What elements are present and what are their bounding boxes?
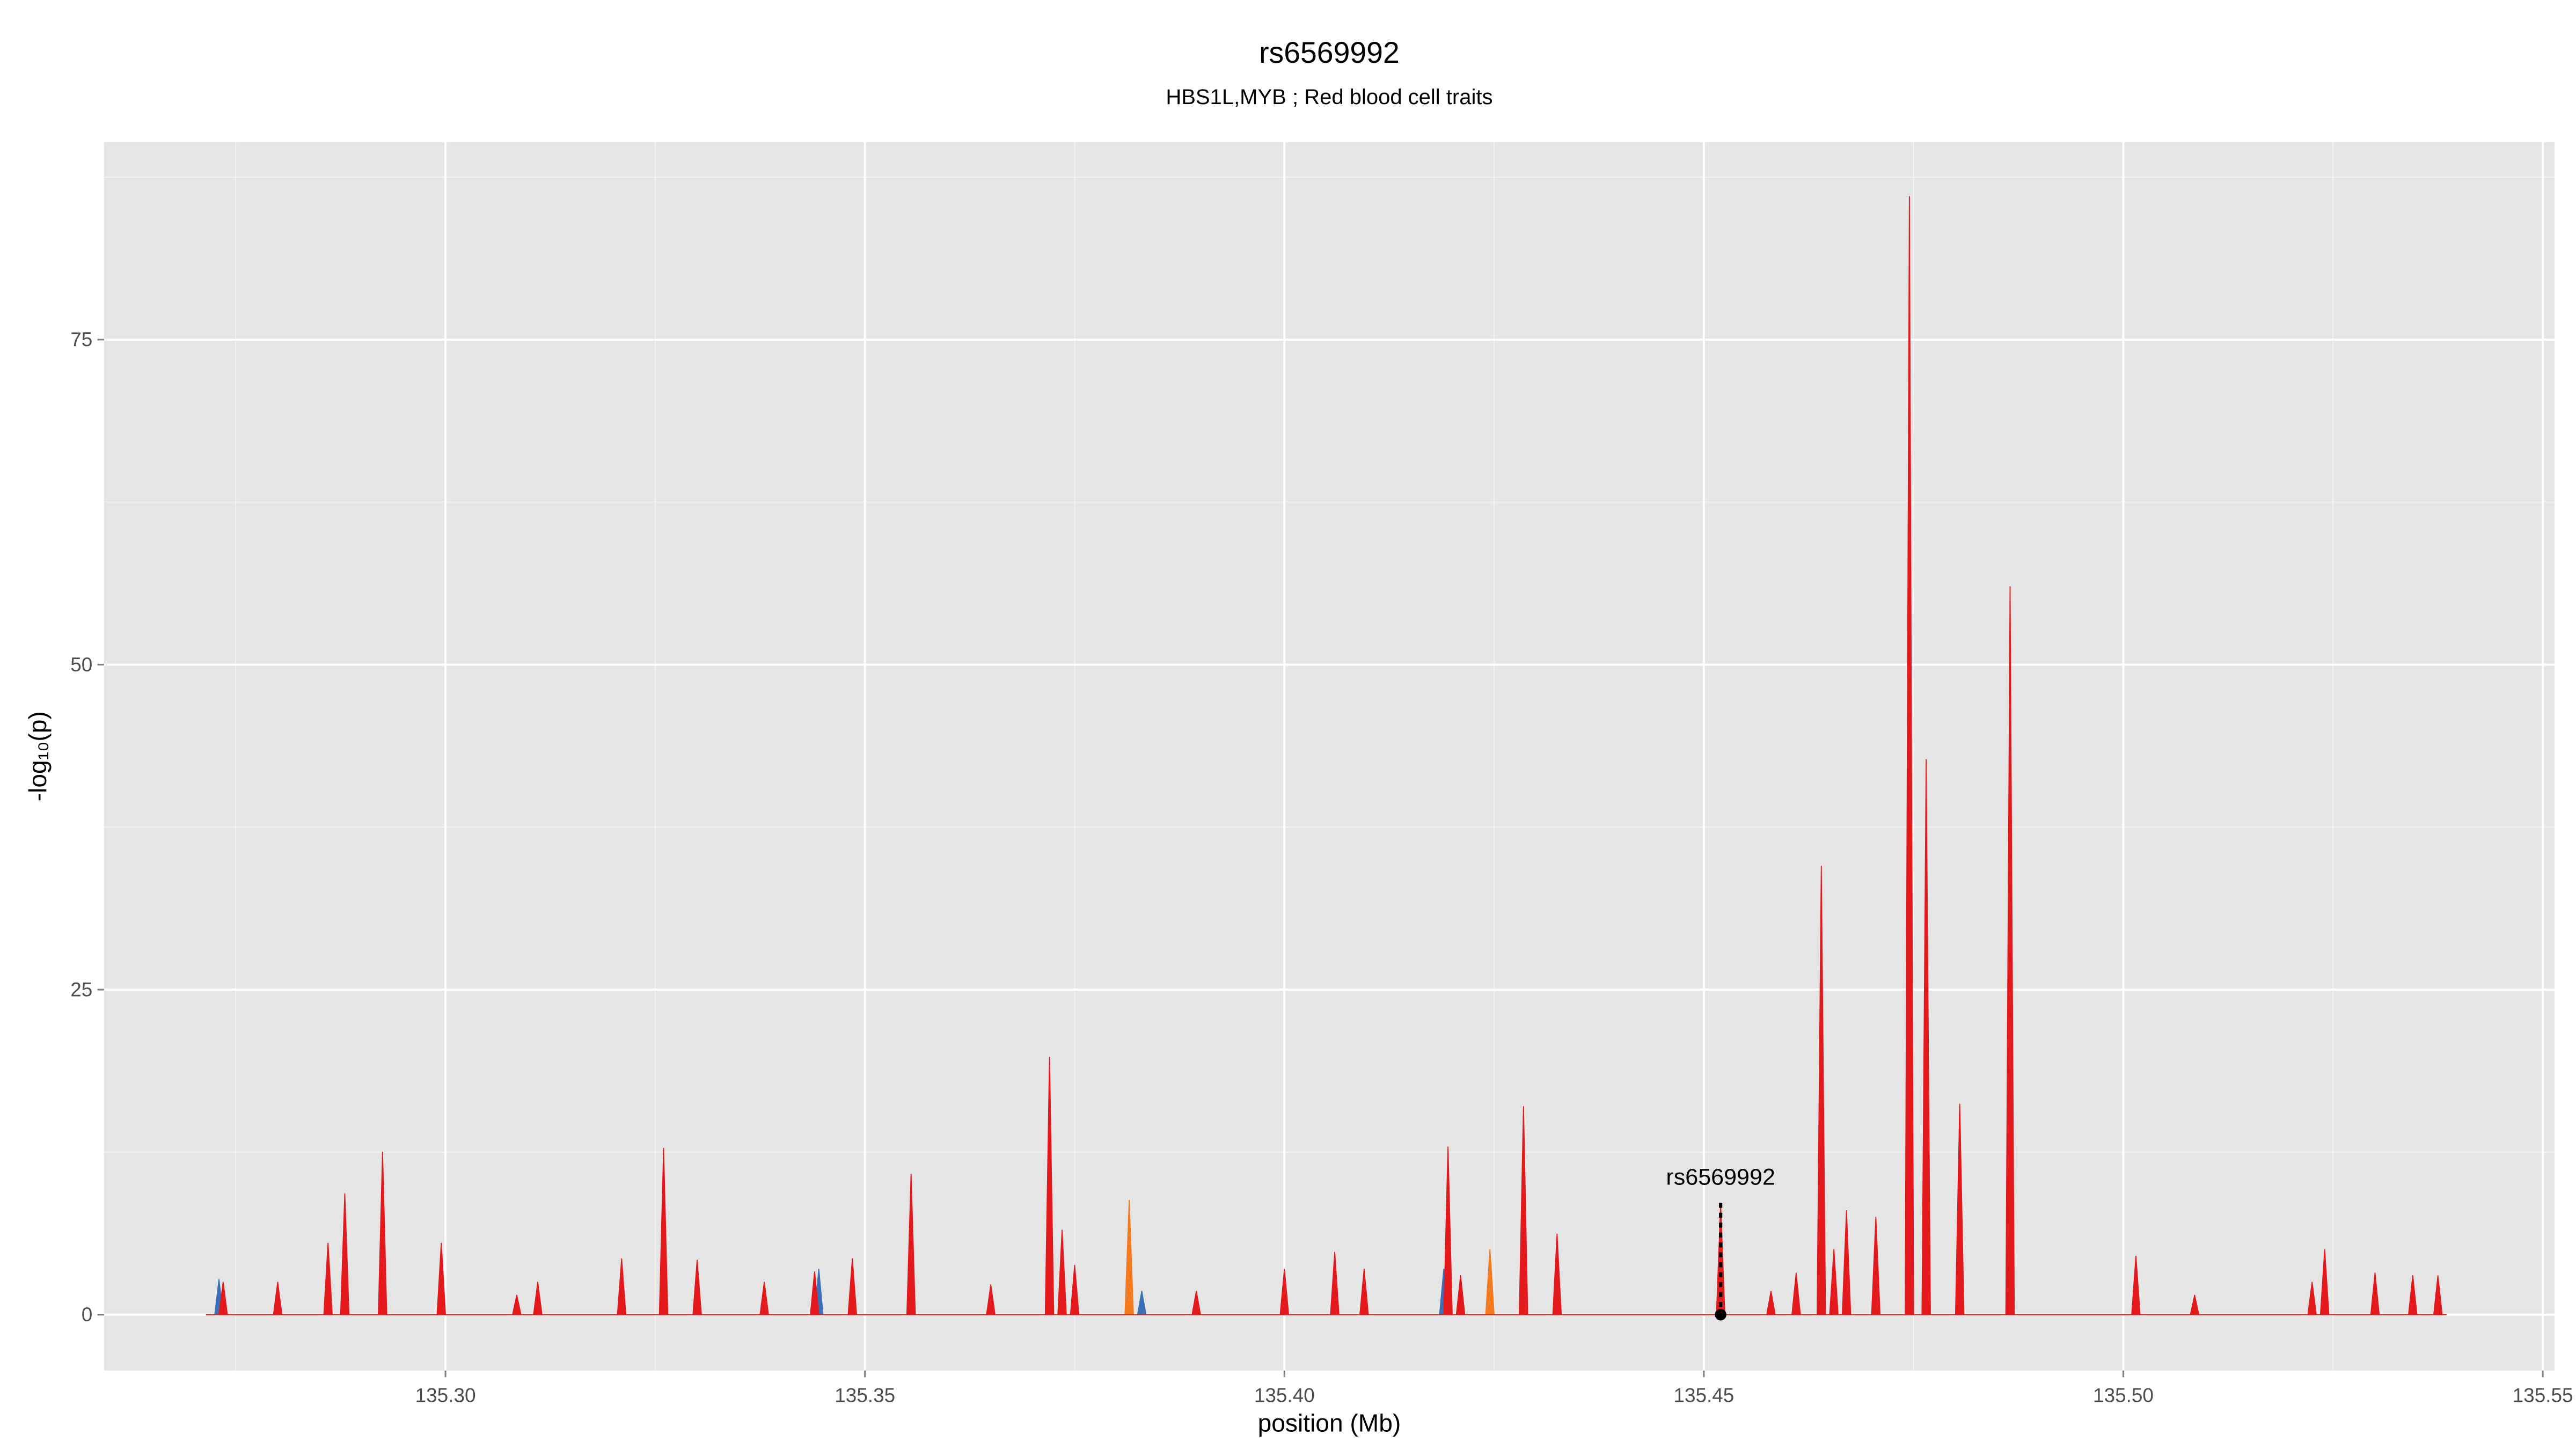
x-tick-label: 135.50 bbox=[2093, 1384, 2154, 1406]
y-tick-label: 0 bbox=[82, 1304, 93, 1326]
plot-panel bbox=[104, 142, 2555, 1371]
chart-subtitle: HBS1L,MYB ; Red blood cell traits bbox=[1166, 85, 1492, 109]
x-tick-label: 135.40 bbox=[1254, 1384, 1315, 1406]
x-axis-label: position (Mb) bbox=[1258, 1409, 1401, 1437]
y-tick-label: 50 bbox=[70, 654, 92, 676]
y-tick-label: 25 bbox=[70, 978, 92, 1000]
y-tick-label: 75 bbox=[70, 328, 92, 350]
x-tick-label: 135.45 bbox=[1673, 1384, 1734, 1406]
x-tick-label: 135.35 bbox=[835, 1384, 895, 1406]
x-tick-label: 135.30 bbox=[415, 1384, 476, 1406]
y-axis-label: -log₁₀(p) bbox=[24, 711, 52, 801]
highlight-label: rs6569992 bbox=[1666, 1165, 1775, 1190]
area-series bbox=[206, 196, 2447, 1315]
highlight-point bbox=[1715, 1308, 1726, 1321]
x-tick-label: 135.55 bbox=[2513, 1384, 2573, 1406]
chart-title: rs6569992 bbox=[1259, 36, 1400, 69]
